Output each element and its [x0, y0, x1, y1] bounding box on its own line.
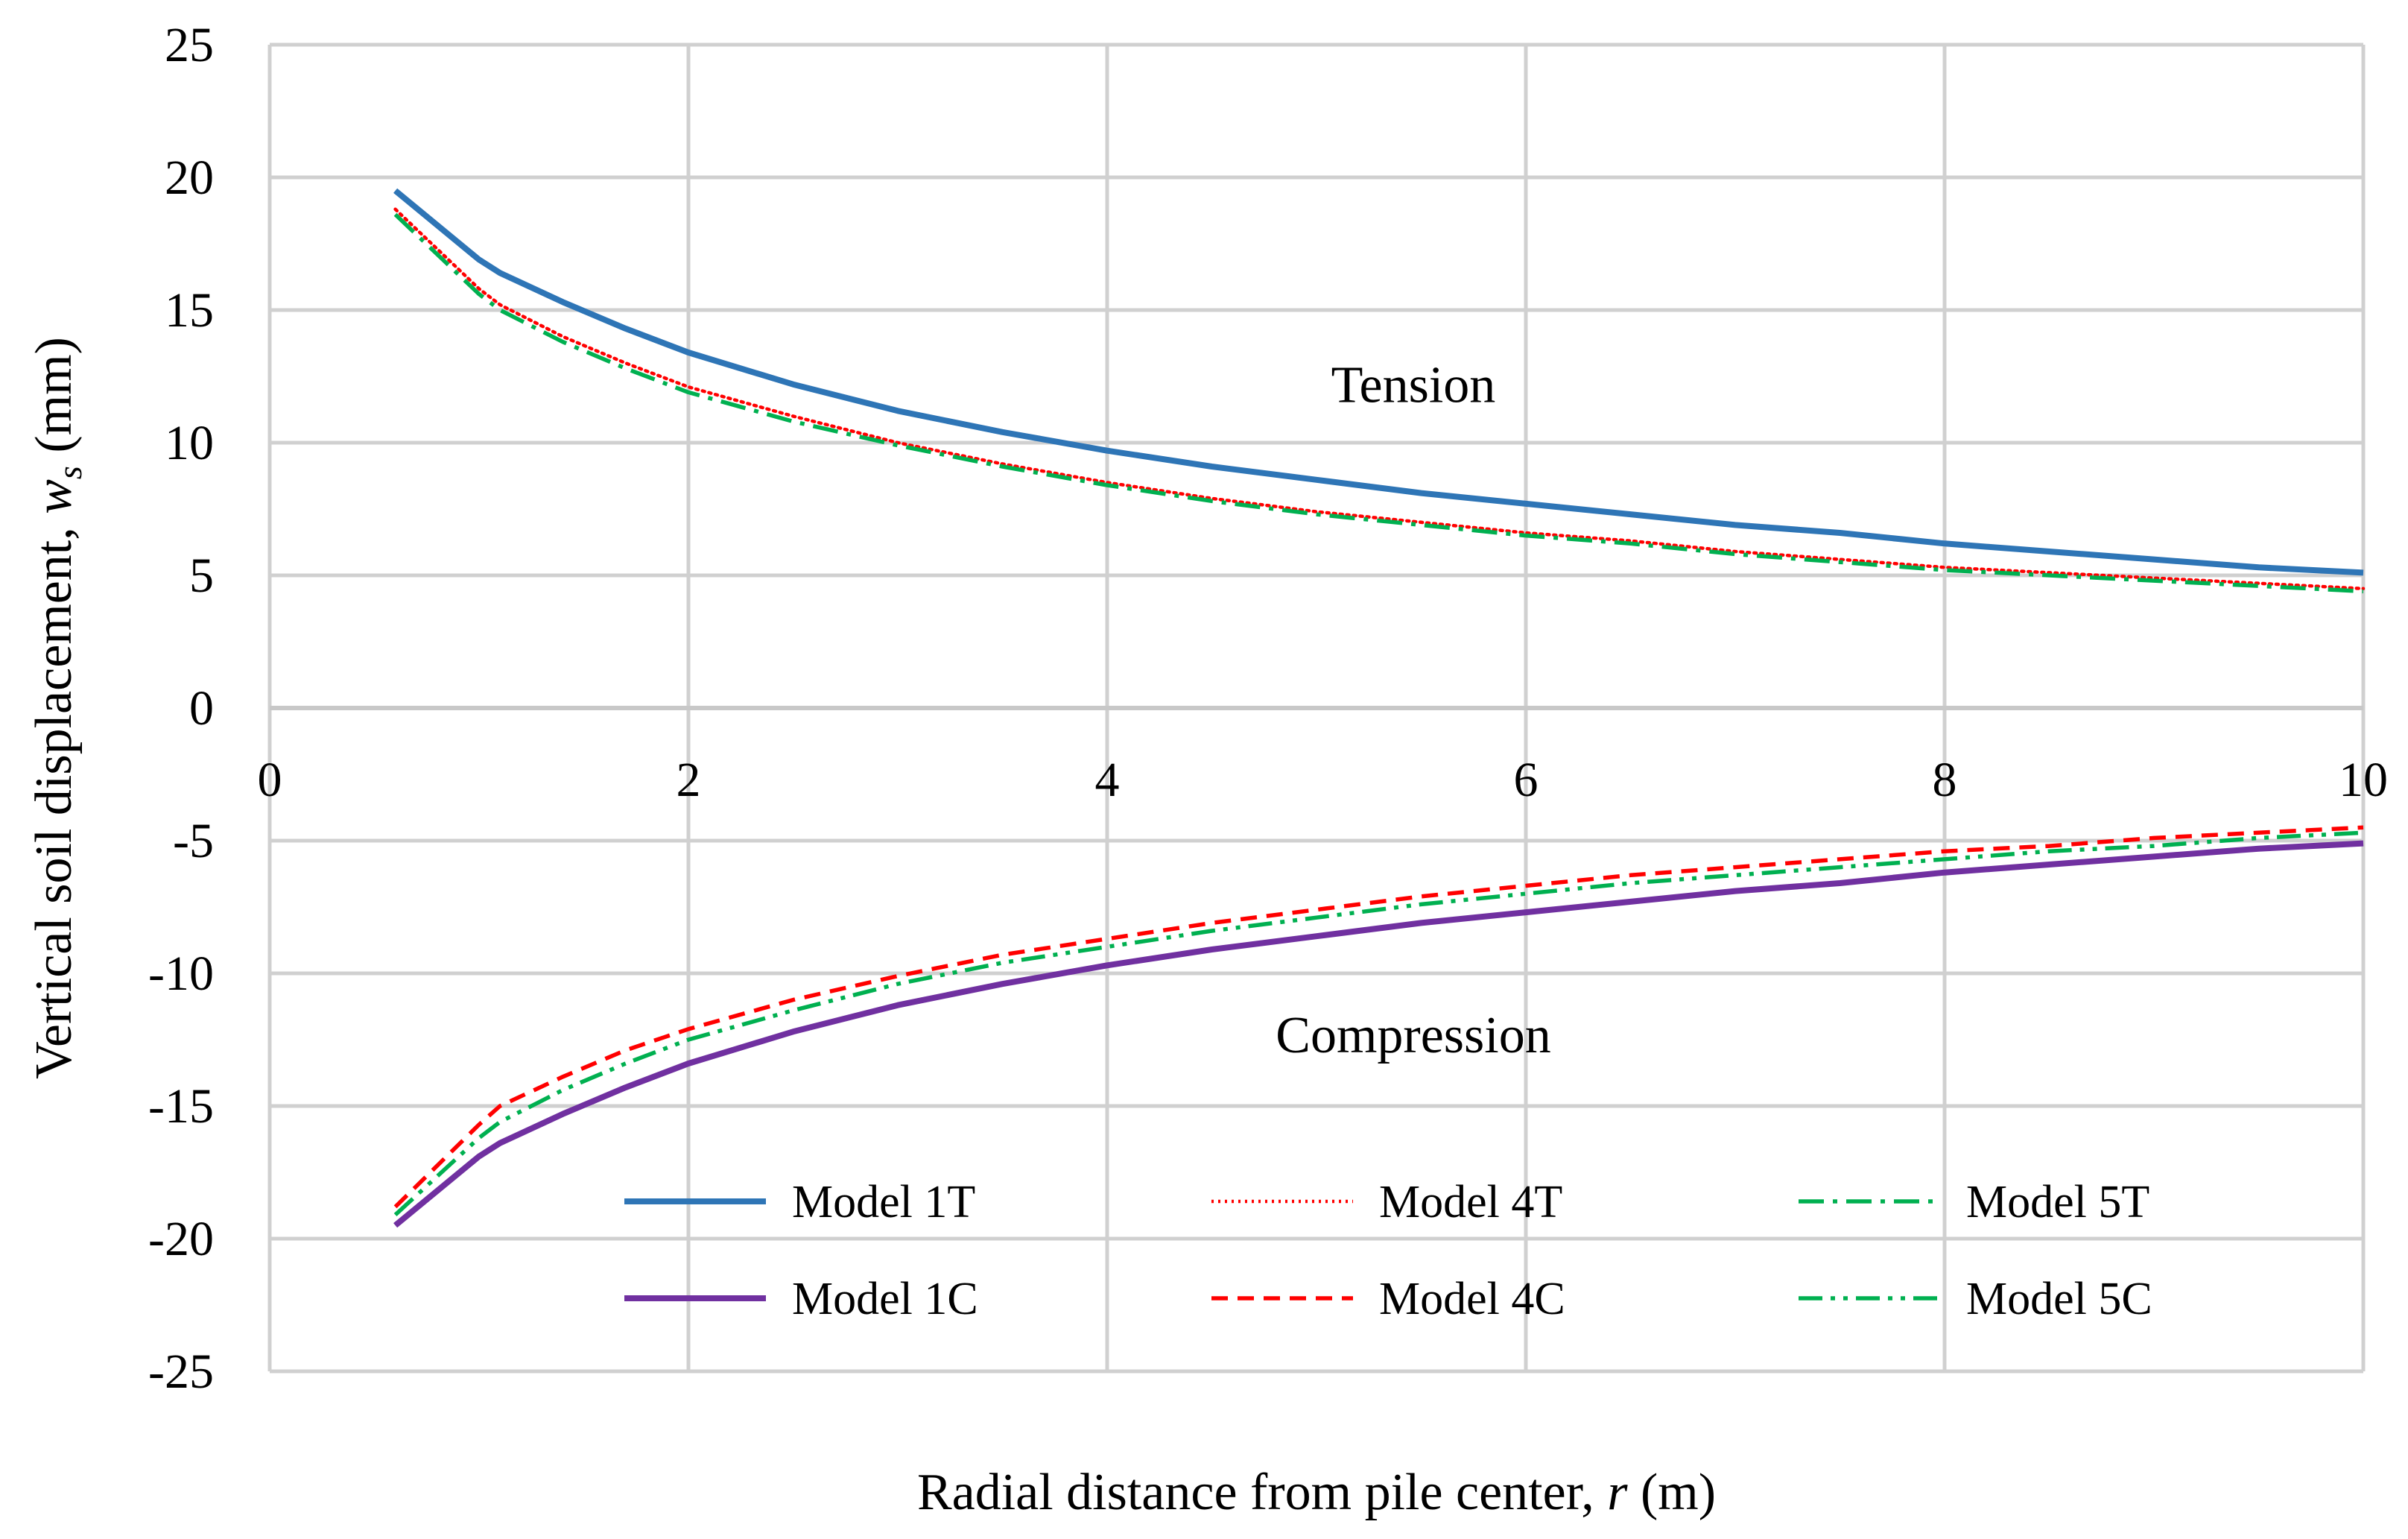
legend-label-model-5t: Model 5T [1966, 1177, 2149, 1227]
y-tick-label: 25 [165, 18, 214, 72]
legend-label-model-1c: Model 1C [792, 1274, 978, 1324]
y-axis-title: Vertical soil displacement, ws (mm) [25, 337, 89, 1079]
y-tick-label: -15 [148, 1079, 214, 1134]
y-tick-label: -25 [148, 1344, 214, 1399]
annotation-tension: Tension [1331, 357, 1496, 414]
y-tick-label: 10 [165, 416, 214, 470]
annotation-layer: Tension Compression [1276, 357, 1550, 1064]
series-line-model-5c [393, 830, 2364, 1217]
legend-label-model-1t: Model 1T [792, 1177, 975, 1227]
y-tick-label: 0 [189, 681, 214, 736]
x-tick-label: 8 [1933, 753, 1957, 807]
series-layer [393, 188, 2366, 1228]
legend-label-model-4c: Model 4C [1379, 1274, 1565, 1324]
x-axis-title: Radial distance from pile center, r (m) [917, 1464, 1716, 1521]
x-tick-label: 2 [677, 753, 701, 807]
y-tick-label: 5 [189, 549, 214, 603]
axes-layer: 25 20 15 10 5 0 -5 -10 -15 -20 -25 0 2 4 6 8 10 Radial di… [25, 18, 2388, 1521]
legend: Model 1T Model 4T Model 5T Model 1C Model 4C… [624, 1177, 2152, 1324]
y-tick-label: -20 [148, 1212, 214, 1266]
x-tick-label: 4 [1095, 753, 1120, 807]
annotation-compression: Compression [1276, 1007, 1550, 1064]
legend-label-model-5c: Model 5C [1966, 1274, 2152, 1324]
y-tick-label: -5 [173, 814, 214, 868]
legend-label-model-4t: Model 4T [1379, 1177, 1562, 1227]
y-tick-label: -10 [148, 947, 214, 1001]
series-line-model-4t [393, 207, 2366, 591]
y-tick-label: 15 [165, 283, 214, 338]
y-tick-label: 20 [165, 151, 214, 205]
series-line-model-5t [393, 212, 2364, 594]
series-line-model-1t [393, 188, 2364, 576]
x-tick-label: 6 [1514, 753, 1539, 807]
series-line-model-4c [393, 825, 2364, 1209]
x-tick-label: 0 [258, 753, 282, 807]
series-line-model-1c [393, 840, 2364, 1228]
x-tick-label: 10 [2339, 753, 2388, 807]
